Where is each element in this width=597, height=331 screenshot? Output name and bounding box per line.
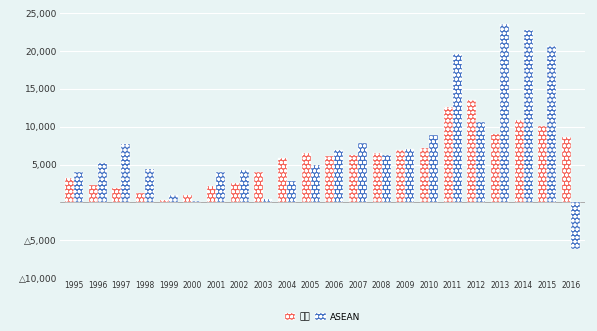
Bar [334,150,343,202]
Bar [239,170,248,202]
Bar [405,149,414,202]
Bar [168,195,177,202]
Bar [216,172,225,202]
Bar [74,172,83,202]
Bar [278,158,287,202]
Bar [420,148,429,202]
Bar [230,183,239,202]
Bar [491,133,500,202]
Bar [467,100,476,202]
Bar [524,30,533,202]
Bar [325,156,334,202]
Bar [515,120,524,202]
Bar [192,201,201,202]
Bar [538,126,547,202]
Bar [396,150,405,202]
Bar [373,153,381,202]
Bar [145,169,154,202]
Bar [349,155,358,202]
Bar [562,137,571,202]
Bar [159,200,168,202]
Bar [429,135,438,202]
Bar [207,186,216,202]
Legend: 中国, ASEAN: 中国, ASEAN [281,309,364,325]
Bar [301,153,310,202]
Bar [381,155,390,202]
Bar [453,54,461,202]
Bar [263,199,272,202]
Bar [88,185,97,202]
Bar [287,181,296,202]
Bar [571,202,580,249]
Bar [112,188,121,202]
Bar [444,107,453,202]
Bar [476,122,485,202]
Bar [97,163,106,202]
Bar [254,172,263,202]
Bar [547,46,556,202]
Bar [65,178,74,202]
Bar [310,165,319,202]
Bar [121,144,130,202]
Bar [358,143,367,202]
Bar [136,193,145,202]
Bar [500,24,509,202]
Bar [183,195,192,202]
